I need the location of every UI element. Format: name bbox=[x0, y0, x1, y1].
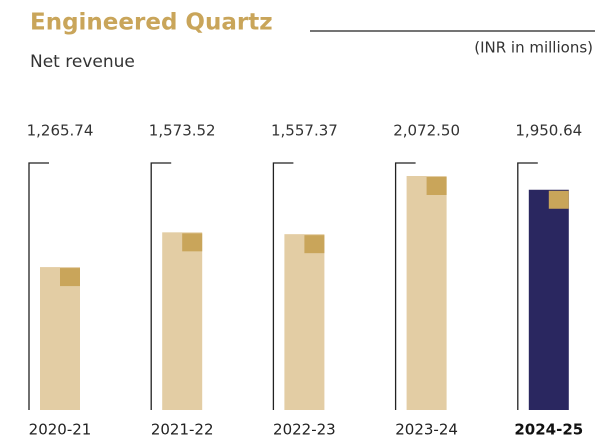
bar bbox=[40, 267, 80, 410]
chart-subtitle: Net revenue bbox=[30, 52, 135, 72]
bracket bbox=[394, 162, 416, 410]
x-tick-label: 2020-21 bbox=[29, 421, 92, 439]
value-label: 1,557.37 bbox=[271, 122, 338, 140]
bar bbox=[406, 176, 447, 410]
value-label: 1,573.52 bbox=[149, 122, 216, 140]
bar bbox=[528, 189, 569, 410]
bracket bbox=[28, 162, 49, 410]
value-label: 1,950.64 bbox=[515, 122, 582, 140]
x-tick-label: 2024-25 bbox=[514, 421, 583, 439]
x-tick-label: 2023-24 bbox=[395, 421, 458, 439]
bar-accent bbox=[548, 190, 569, 209]
bar-accent bbox=[60, 268, 80, 287]
value-label: 1,265.74 bbox=[27, 122, 94, 140]
bracket bbox=[150, 162, 172, 410]
x-tick-label: 2022-23 bbox=[273, 421, 336, 439]
bar bbox=[284, 234, 325, 410]
chart-title: Engineered Quartz bbox=[30, 10, 273, 36]
bar-accent bbox=[304, 235, 325, 254]
x-tick-label: 2021-22 bbox=[151, 421, 214, 439]
bar-accent bbox=[426, 177, 447, 195]
bracket bbox=[517, 162, 538, 410]
value-label: 2,072.50 bbox=[393, 122, 460, 140]
bar bbox=[162, 232, 203, 410]
bar-accent bbox=[182, 233, 203, 252]
bracket bbox=[272, 162, 294, 410]
unit-note: (INR in millions) bbox=[474, 39, 593, 57]
